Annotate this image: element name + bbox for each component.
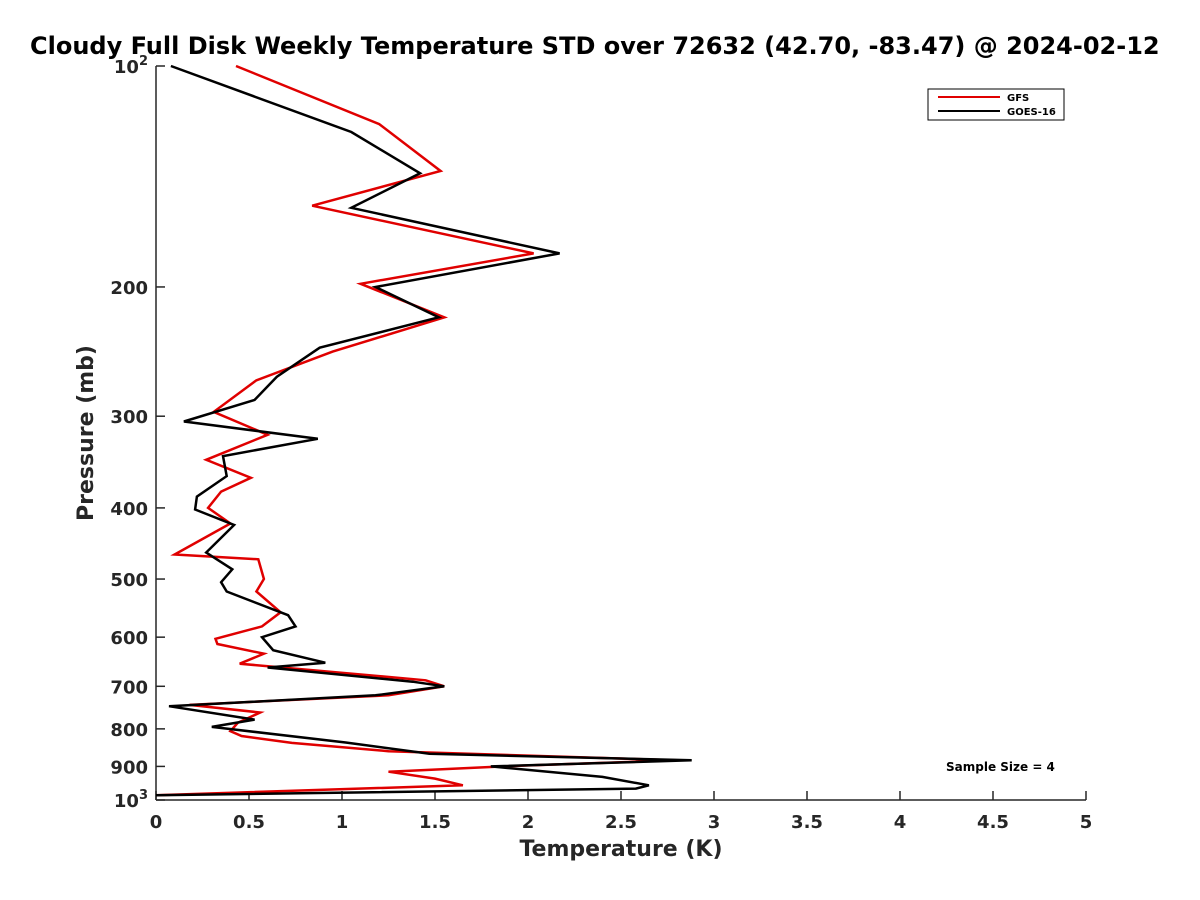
y-tick-label: 500 [110,570,148,591]
x-tick-label: 3.5 [791,812,823,833]
legend-label-goes16: GOES-16 [1007,107,1056,118]
x-tick-label: 1.5 [419,812,451,833]
x-tick-label: 3 [708,812,721,833]
x-tick-label: 0 [150,812,163,833]
y-tick-label: 300 [110,407,148,428]
y-tick-label: 700 [110,677,148,698]
y-tick-label: 400 [110,499,148,520]
series-group [155,64,692,797]
y-tick-label: 600 [110,628,148,649]
x-axis-label: Temperature (K) [519,837,722,862]
x-tick-label: 1 [336,812,349,833]
y-tick-label: 900 [110,757,148,778]
x-tick-label: 4.5 [977,812,1009,833]
sample-size-annotation: Sample Size = 4 [946,760,1055,774]
x-tick-label: 2 [522,812,535,833]
y-tick-label: 800 [110,720,148,741]
x-tick-label: 2.5 [605,812,637,833]
legend-label-gfs: GFS [1007,93,1029,104]
chart-title: Cloudy Full Disk Weekly Temperature STD … [30,32,1160,60]
y-tick-label: 102 [114,54,148,78]
tick-group: 0 0.5 1 1.5 2 2.5 3 3.5 4 4.5 5 102 200 300 400 500 600 7… [110,54,1092,833]
series-line-gfs [155,64,677,797]
y-tick-label: 103 [114,788,148,812]
x-tick-label: 4 [894,812,907,833]
x-tick-label: 0.5 [233,812,265,833]
legend-box [927,88,1065,121]
x-tick-label: 5 [1080,812,1093,833]
y-axis-label: Pressure (mb) [74,345,99,521]
y-tick-label: 200 [110,278,148,299]
series-line-goes16 [155,64,692,797]
legend: GFS GOES-16 [927,88,1065,121]
